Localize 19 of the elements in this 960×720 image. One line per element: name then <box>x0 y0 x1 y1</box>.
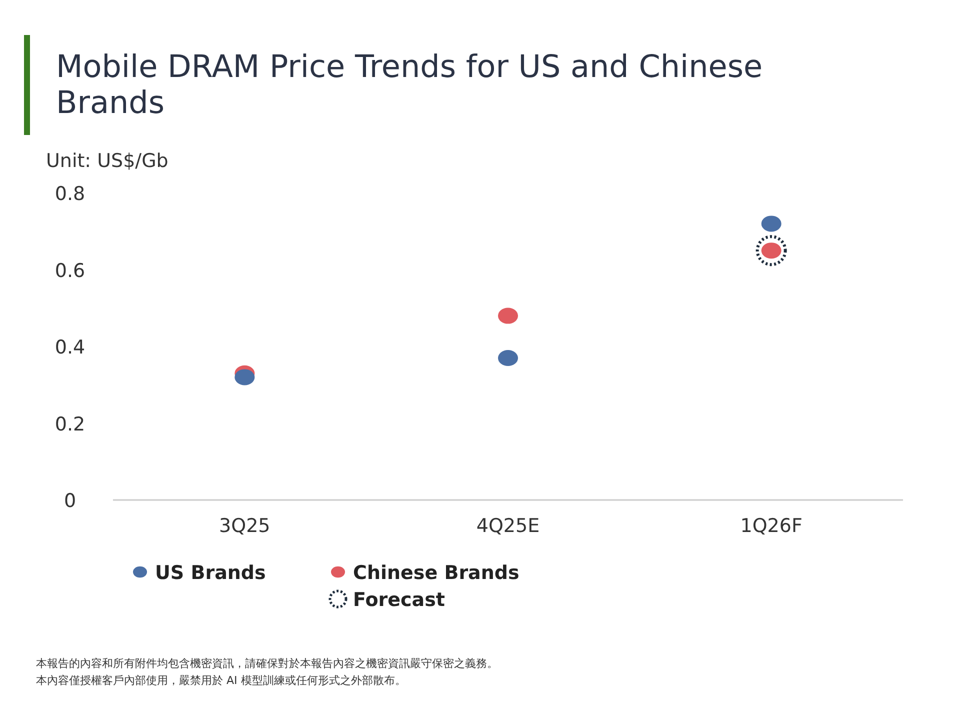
y-tick-label: 0.6 <box>54 260 86 282</box>
text: 本內容僅授權客戶內部使用，嚴禁用於 AI 模型訓練或任何形式之外部散布。 <box>36 674 406 687</box>
legend-label: Chinese Brands <box>353 562 520 584</box>
y-axis-title: Unit: US$/Gb <box>46 150 168 172</box>
legend-label: Forecast <box>353 589 445 611</box>
y-tick-label: 0.8 <box>54 183 86 205</box>
point <box>761 216 782 232</box>
chart-title: Mobile DRAM Price Trends for US and Chinese Brands <box>56 49 763 121</box>
y-tick-label: 0.2 <box>54 413 86 436</box>
y-tick-label: 0.4 <box>54 336 86 358</box>
x-tick-label: 3Q25 <box>219 515 270 537</box>
point <box>498 308 518 324</box>
x-tick-label: 4Q25E <box>476 515 540 537</box>
point <box>498 350 518 366</box>
text: 本報告的內容和所有附件均包含機密資訊，請確保對於本報告內容之機密資訊嚴守保密之義務。 <box>36 657 498 670</box>
x-tick-label: 1Q26F <box>740 515 802 537</box>
legend-label: US Brands <box>155 562 266 584</box>
point <box>234 369 255 386</box>
y-tick-label: 0 <box>64 490 76 512</box>
